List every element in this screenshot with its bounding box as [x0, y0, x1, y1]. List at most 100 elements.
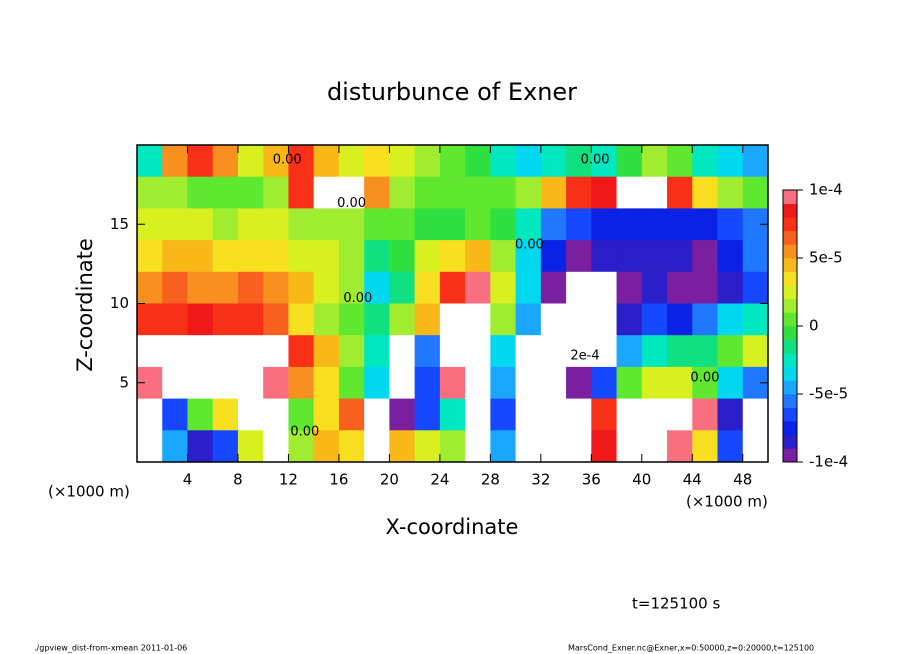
field-cell: [212, 240, 239, 273]
field-cell: [414, 271, 441, 304]
field-cell: [439, 335, 466, 368]
field-cell: [389, 271, 416, 304]
field-cell: [338, 176, 365, 209]
y-axis-label: Z-coordinate: [73, 238, 97, 372]
y-unit: (×1000 m): [48, 483, 130, 501]
field-cell: [439, 366, 466, 400]
field-cell: [414, 208, 441, 241]
footer-left: ./gpview_dist-from-xmean 2011-01-06: [34, 644, 187, 653]
field-cell: [338, 430, 365, 463]
colorbar-band: [783, 421, 797, 436]
field-cell: [717, 145, 744, 178]
field-cell: [389, 430, 416, 463]
contour-label: 0.00: [515, 237, 544, 252]
field-cell: [288, 303, 315, 336]
field-cell: [263, 398, 289, 431]
field-cell: [566, 430, 592, 463]
field-cell: [540, 335, 567, 368]
colorbar-tick-label: 0: [809, 317, 819, 335]
colorbar-band: [783, 244, 797, 259]
y-tick-label: 15: [110, 215, 129, 233]
field-cell: [187, 366, 214, 400]
field-cell: [667, 366, 693, 400]
field-cell: [237, 271, 264, 304]
field-cell: [717, 430, 744, 463]
field-cell: [212, 430, 239, 463]
field-cell: [313, 240, 340, 273]
field-cell: [616, 240, 643, 273]
field-cell: [364, 335, 390, 368]
field-cell: [187, 208, 214, 241]
field-cell: [490, 430, 517, 463]
field-cell: [515, 335, 542, 368]
footer-right: MarsCond_Exner.nc@Exner,x=0:50000,z=0:20…: [568, 644, 814, 653]
field-cell: [212, 176, 239, 209]
field-cell: [187, 271, 214, 304]
chart-title: disturbunce of Exner: [327, 78, 577, 106]
field-cell: [263, 240, 289, 273]
field-cell: [389, 366, 416, 400]
contour-label: 0.00: [273, 153, 302, 168]
field-cell: [439, 208, 466, 241]
field-cell: [237, 366, 264, 400]
field-cell: [515, 176, 542, 209]
contour-label: 0.00: [290, 424, 319, 439]
field-cell: [717, 240, 744, 273]
field-cell: [566, 335, 592, 368]
field-cell: [692, 271, 719, 304]
field-cell: [465, 303, 491, 336]
field-cell: [616, 366, 643, 400]
field-cell: [692, 335, 719, 368]
field-cell: [414, 176, 441, 209]
contour-label: 0.00: [581, 153, 610, 168]
field-cell: [212, 208, 239, 241]
field-cell: [515, 145, 542, 178]
field-cell: [389, 240, 416, 273]
colorbar-band: [783, 217, 797, 232]
colorbar-band: [783, 230, 797, 245]
field-cell: [338, 335, 365, 368]
field-cell: [667, 303, 693, 336]
field-cell: [237, 335, 264, 368]
field-cell: [212, 303, 239, 336]
field-cell: [742, 271, 769, 304]
field-cell: [187, 145, 214, 178]
field-cell: [187, 335, 214, 368]
field-cell: [540, 398, 567, 431]
field-cell: [591, 335, 618, 368]
field-cell: [692, 366, 719, 400]
field-cell: [667, 176, 693, 209]
contour-label: 0.00: [343, 291, 372, 306]
field-cell: [641, 176, 668, 209]
field-cell: [237, 303, 264, 336]
field-cell: [540, 271, 567, 304]
field-cell: [540, 303, 567, 336]
field-cell: [717, 176, 744, 209]
field-cell: [162, 430, 188, 463]
field-cell: [667, 271, 693, 304]
field-cell: [717, 335, 744, 368]
field-cell: [717, 271, 744, 304]
x-unit: (×1000 m): [686, 493, 768, 511]
colorbar-band: [783, 271, 797, 286]
field-cell: [237, 398, 264, 431]
x-tick-label: 16: [329, 471, 348, 489]
field-cell: [717, 303, 744, 336]
colorbar-band: [783, 366, 797, 381]
colorbar-band: [783, 448, 797, 463]
field-cell: [137, 335, 163, 368]
field-cell: [389, 398, 416, 431]
field-cell: [591, 430, 618, 463]
colorbar-band: [783, 190, 797, 204]
field-cell: [515, 240, 542, 273]
field-cell: [566, 208, 592, 241]
field-cell: [566, 303, 592, 336]
field-cell: [490, 240, 517, 273]
field-cell: [313, 366, 340, 400]
field-cell: [641, 335, 668, 368]
field-cell: [313, 145, 340, 178]
field-cell: [540, 366, 567, 400]
field-cell: [338, 145, 365, 178]
